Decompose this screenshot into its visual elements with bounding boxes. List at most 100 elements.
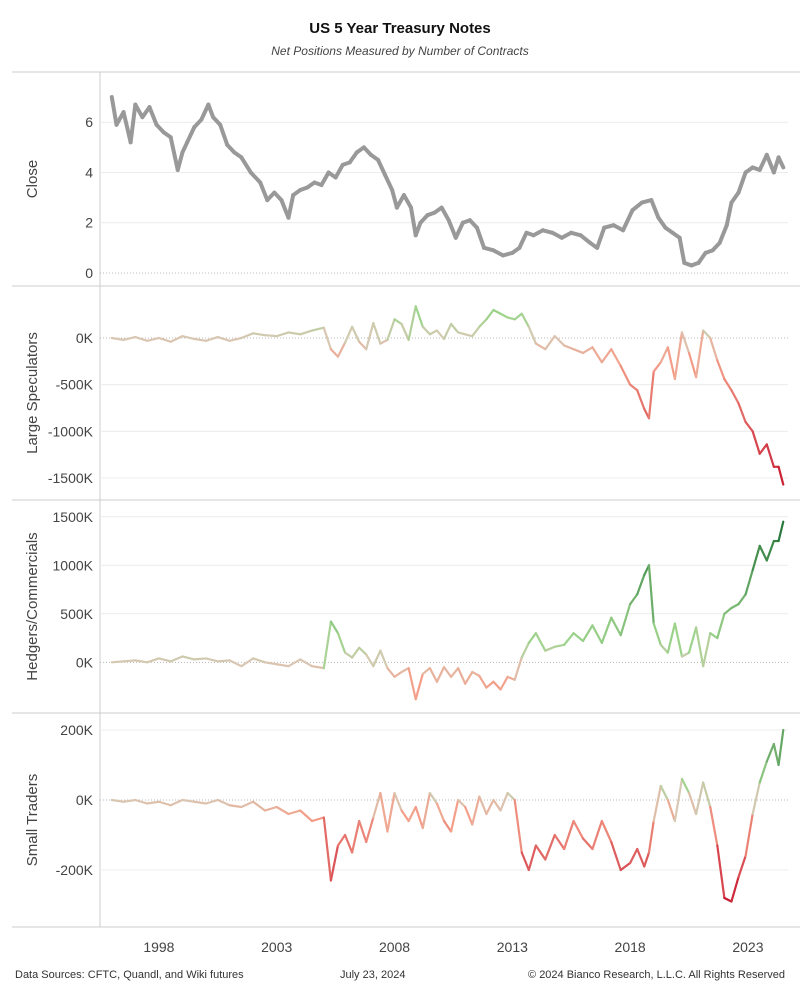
- series-segment: [464, 670, 474, 685]
- series-segment: [299, 658, 314, 668]
- series-segment: [757, 152, 769, 172]
- y-tick-label: 0K: [76, 654, 94, 670]
- series-segment: [181, 655, 196, 661]
- series-segment: [386, 318, 396, 341]
- series-segment: [717, 223, 729, 245]
- series-segment: [513, 312, 523, 321]
- series-segment: [168, 135, 180, 172]
- series-segment: [649, 198, 661, 220]
- series-segment: [446, 218, 458, 240]
- series-segment: [621, 208, 635, 233]
- series-segment: [659, 643, 669, 654]
- series-segment: [258, 180, 270, 203]
- series-segment: [636, 573, 646, 596]
- series-segment: [372, 321, 382, 345]
- series-segment: [751, 544, 761, 572]
- series-segment: [228, 804, 243, 809]
- series-segment: [218, 122, 230, 147]
- series-segment: [527, 632, 537, 645]
- series-segment: [723, 377, 733, 392]
- series-segment: [600, 819, 613, 844]
- y-tick-label: 500K: [60, 606, 93, 622]
- x-tick-label: 2013: [497, 939, 528, 955]
- series-segment: [365, 816, 375, 844]
- series-segment: [421, 791, 431, 830]
- series-segment: [534, 342, 547, 351]
- series-segment: [492, 798, 502, 812]
- series-segment: [428, 667, 439, 683]
- y-axis-label: Large Speculators: [24, 332, 41, 454]
- series-segment: [457, 798, 467, 809]
- series-segment: [544, 335, 556, 351]
- series-segment: [737, 402, 747, 424]
- series-segment: [157, 657, 172, 663]
- series-segment: [343, 833, 354, 854]
- series-segment: [228, 336, 243, 342]
- series-segment: [513, 798, 523, 854]
- series-segment: [600, 616, 613, 645]
- series-segment: [169, 335, 184, 343]
- y-tick-label: -200K: [56, 862, 94, 878]
- series-segment: [591, 346, 603, 364]
- y-tick-label: 0K: [76, 330, 94, 346]
- chart-subtitle: Net Positions Measured by Number of Cont…: [271, 44, 529, 58]
- series-segment: [619, 364, 632, 386]
- series-segment: [553, 833, 566, 851]
- series-segment: [376, 157, 388, 177]
- series-segment: [110, 798, 125, 803]
- series-segment: [252, 332, 267, 337]
- x-tick-label: 1998: [143, 939, 174, 955]
- series-segment: [464, 333, 474, 338]
- series-segment: [435, 666, 446, 683]
- series-segment: [673, 331, 684, 381]
- series-segment: [310, 816, 325, 823]
- series-segment: [687, 626, 698, 654]
- series-segment: [591, 819, 603, 851]
- series-segment: [765, 443, 775, 468]
- series-segment: [322, 326, 333, 351]
- series-segment: [407, 305, 417, 341]
- series-segment: [716, 359, 726, 381]
- series-segment: [275, 331, 290, 338]
- series-segment: [157, 336, 172, 343]
- series-segment: [485, 798, 495, 816]
- series-segment: [400, 322, 410, 341]
- series-segment: [228, 659, 243, 668]
- series-segment: [485, 680, 495, 689]
- series-segment: [393, 791, 403, 812]
- series-segment: [520, 312, 530, 328]
- series-segment: [421, 667, 431, 676]
- series-segment: [383, 172, 395, 193]
- series-segment: [252, 657, 267, 664]
- series-segment: [765, 539, 775, 562]
- series-segment: [499, 791, 509, 812]
- series-segment: [386, 791, 396, 833]
- series-segment: [677, 235, 687, 265]
- series-segment: [687, 351, 698, 379]
- series-segment: [414, 305, 424, 328]
- series-segment: [322, 620, 333, 670]
- series-segment: [765, 742, 775, 763]
- series-segment: [744, 420, 754, 433]
- series-segment: [744, 569, 754, 596]
- series-segment: [636, 847, 646, 868]
- series-segment: [724, 200, 734, 228]
- series-segment: [372, 791, 382, 819]
- series-segment: [351, 819, 361, 854]
- y-tick-label: 4: [85, 164, 93, 180]
- series-segment: [492, 308, 502, 315]
- series-segment: [310, 665, 325, 670]
- series-segment: [471, 325, 481, 338]
- series-segment: [336, 833, 347, 847]
- series-segment: [351, 646, 361, 659]
- series-segment: [730, 389, 740, 405]
- series-segment: [630, 200, 644, 213]
- chart-title: US 5 Year Treasury Notes: [309, 20, 491, 37]
- series-segment: [439, 205, 451, 223]
- series-segment: [343, 325, 354, 344]
- series-segment: [737, 854, 747, 879]
- series-segment: [520, 641, 530, 659]
- series-segment: [329, 348, 340, 358]
- series-segment: [572, 819, 585, 840]
